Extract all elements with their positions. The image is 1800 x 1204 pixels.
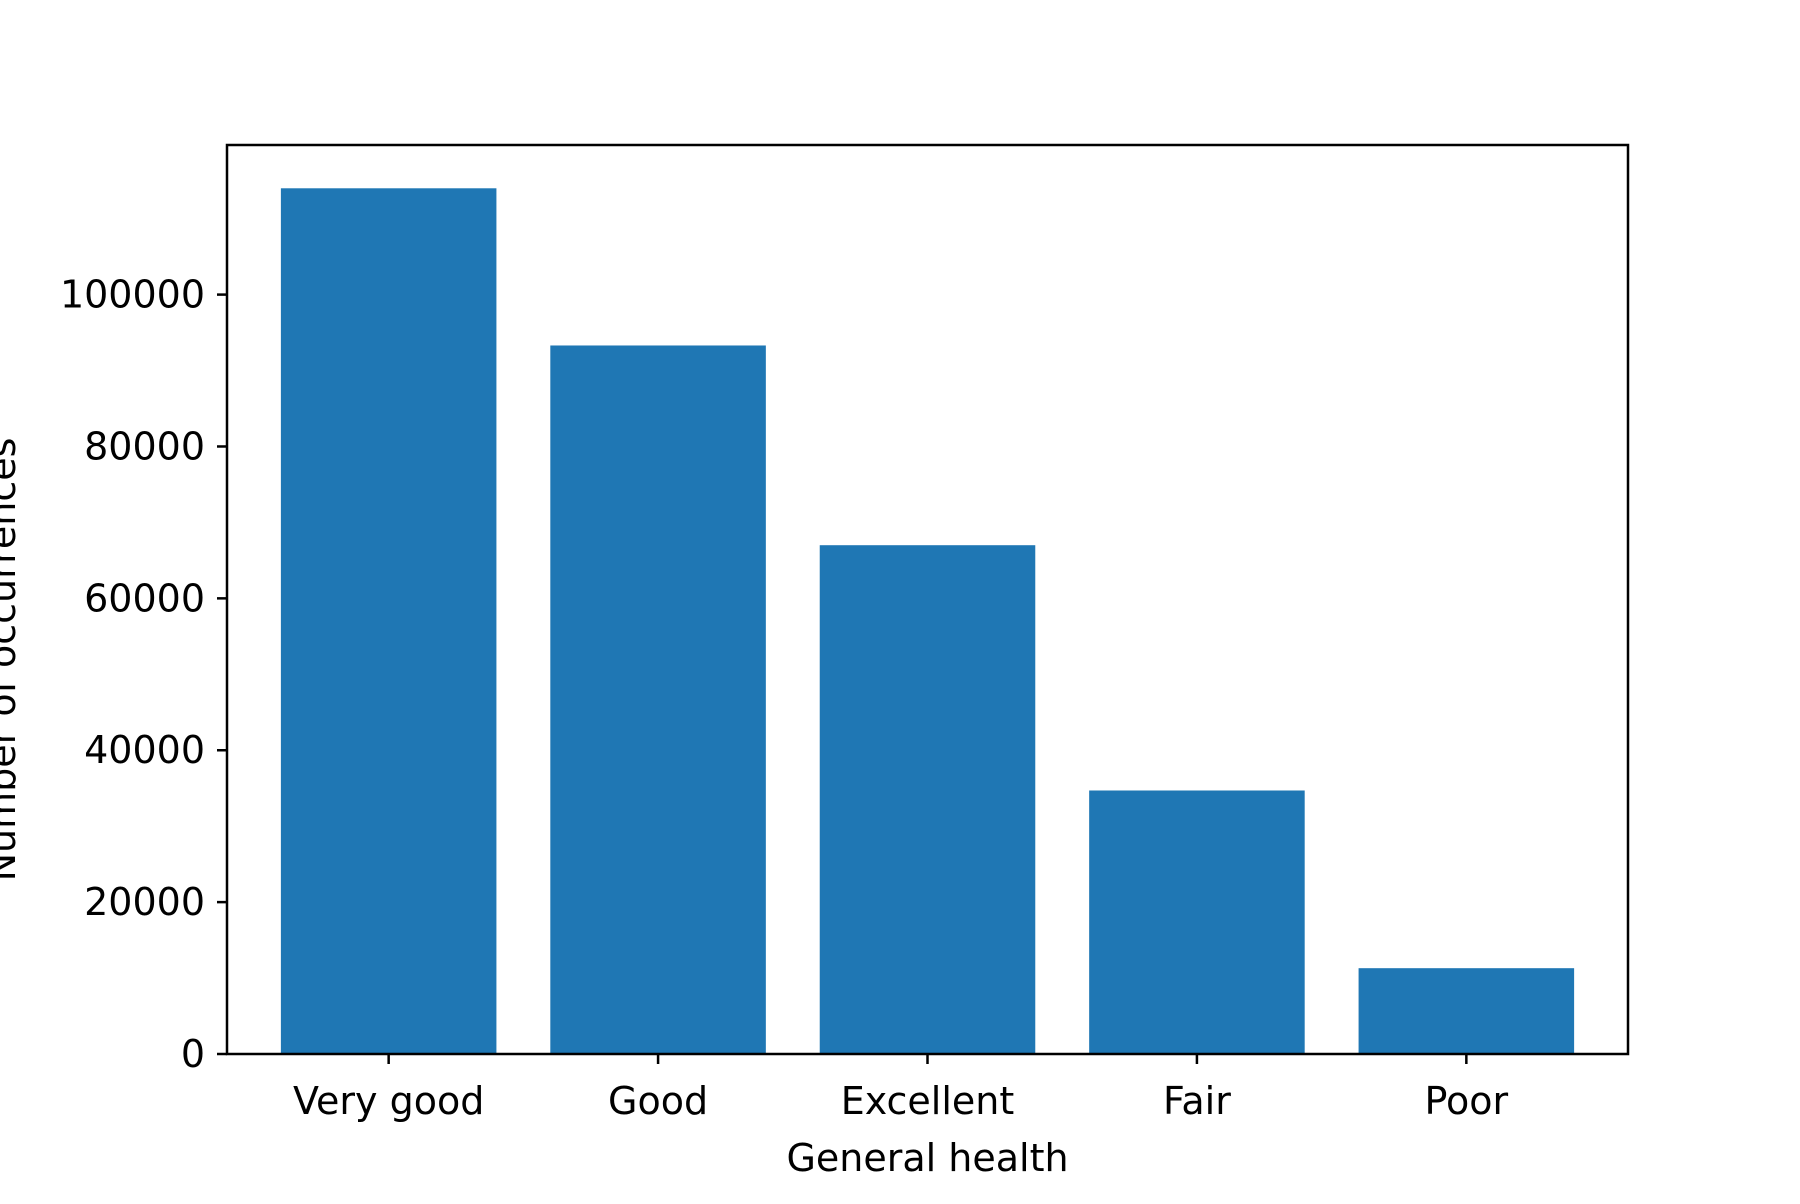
x-tick-label: Fair xyxy=(1163,1079,1231,1123)
x-axis: Very good Good Excellent Fair Poor xyxy=(293,1054,1509,1123)
x-tick-label: Excellent xyxy=(841,1079,1015,1123)
x-tick-label: Poor xyxy=(1425,1079,1509,1123)
x-axis-label: General health xyxy=(786,1136,1068,1180)
bars-layer xyxy=(280,188,1575,1055)
x-tick-label: Very good xyxy=(293,1079,484,1123)
x-tick-label: Good xyxy=(608,1079,708,1123)
y-tick-label: 0 xyxy=(181,1032,205,1076)
y-axis: 0 20000 40000 60000 80000 100000 xyxy=(60,273,227,1076)
bar-good xyxy=(550,345,766,1054)
y-tick-label: 100000 xyxy=(60,273,205,317)
plot-frame xyxy=(225,143,1630,1056)
y-tick-label: 60000 xyxy=(84,576,205,620)
y-axis-label: Number of occurrences xyxy=(0,438,24,882)
y-tick-label: 20000 xyxy=(84,880,205,924)
y-tick-label: 80000 xyxy=(84,424,205,468)
bar-excellent xyxy=(819,545,1036,1054)
y-tick-label: 40000 xyxy=(84,728,205,772)
bar-very-good xyxy=(280,188,497,1055)
bar-fair xyxy=(1089,790,1305,1054)
bar-poor xyxy=(1358,968,1575,1054)
